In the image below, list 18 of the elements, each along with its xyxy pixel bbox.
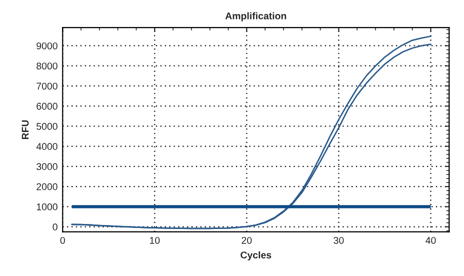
y-tick-label: 0 [52, 224, 58, 230]
chart-title: Amplification [225, 12, 286, 22]
y-axis-title: RFU [22, 120, 29, 140]
x-tick-label: 20 [242, 236, 252, 244]
x-tick-label: 30 [334, 236, 344, 244]
y-tick-label: 3000 [36, 163, 58, 170]
y-tick-label: 2000 [36, 183, 58, 190]
y-tick-label: 6000 [36, 102, 58, 110]
y-tick-label: 8000 [36, 62, 58, 70]
y-tick-label: 5000 [36, 122, 58, 130]
y-tick-label: 4000 [36, 143, 58, 150]
x-tick-label: 40 [426, 236, 436, 244]
y-tick-label: 9000 [36, 42, 58, 50]
x-axis-title: Cycles [240, 251, 272, 260]
x-tick-label: 10 [150, 236, 160, 244]
y-tick-label: 7000 [36, 82, 58, 90]
x-tick-label: 0 [60, 236, 65, 244]
y-tick-label: 1000 [36, 203, 58, 210]
